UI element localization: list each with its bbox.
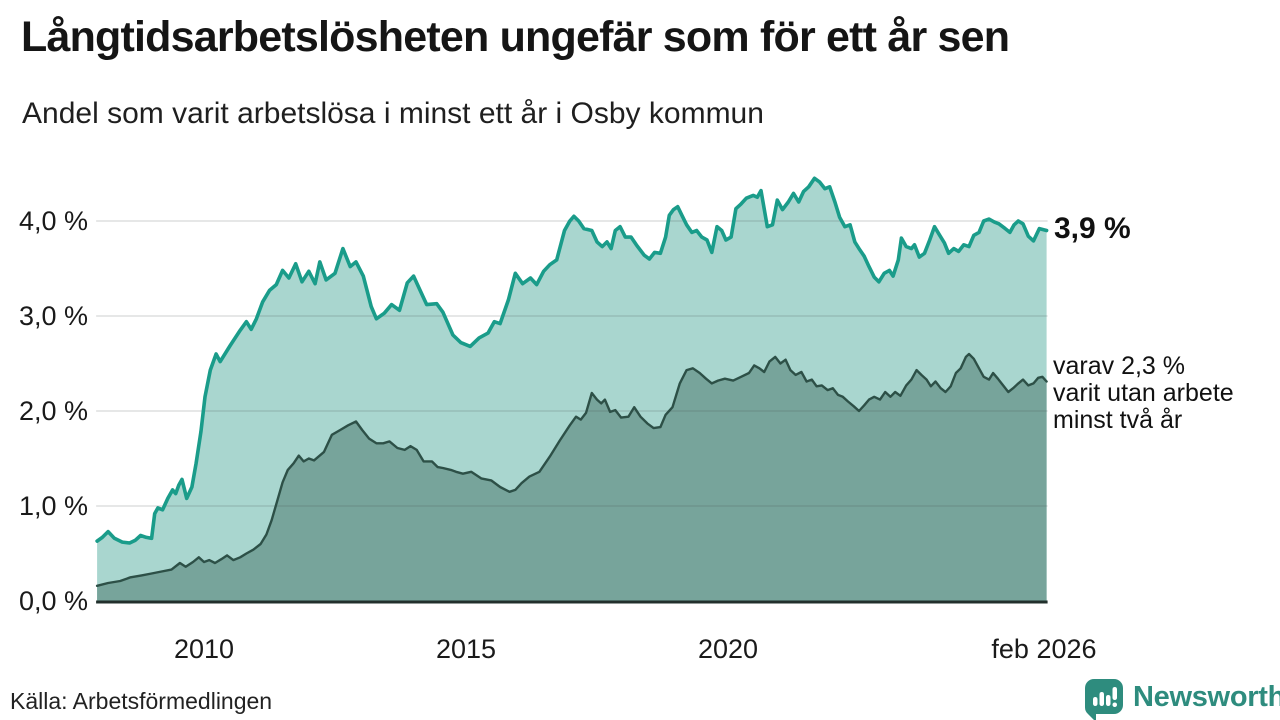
latest-value-label-two-years: varav 2,3 % varit utan arbete minst två … xyxy=(1053,353,1234,434)
area-two-years xyxy=(97,354,1047,601)
newsworthy-wordmark: Newsworthy xyxy=(1133,681,1280,713)
x-tick-label: 2010 xyxy=(174,634,234,664)
y-tick-label: 0,0 % xyxy=(19,586,88,616)
two-year-label-line1: varav 2,3 % xyxy=(1053,352,1186,380)
series-line-one-year xyxy=(95,176,1049,545)
y-tick-label: 1,0 % xyxy=(19,491,88,521)
x-tick-label: 2020 xyxy=(698,634,758,664)
page-title: Långtidsarbetslösheten ungefär som för e… xyxy=(21,13,1010,61)
x-tick-label: feb 2026 xyxy=(991,634,1096,664)
latest-value-label-total: 3,9 % xyxy=(1054,212,1131,245)
source-caption: Källa: Arbetsförmedlingen xyxy=(10,688,273,714)
two-year-label-line3: minst två år xyxy=(1053,406,1183,434)
two-year-label-line2: varit utan arbete xyxy=(1053,379,1234,407)
newsworthy-logo: Newsworthy xyxy=(1084,678,1280,720)
chart-subtitle: Andel som varit arbetslösa i minst ett å… xyxy=(22,97,764,130)
y-tick-label: 4,0 % xyxy=(19,206,88,236)
bar-chart-badge-icon xyxy=(1084,679,1123,720)
x-tick-label: 2015 xyxy=(436,634,496,664)
series-line-two-years xyxy=(95,352,1048,587)
y-tick-label: 3,0 % xyxy=(19,301,88,331)
y-tick-label: 2,0 % xyxy=(19,396,88,426)
